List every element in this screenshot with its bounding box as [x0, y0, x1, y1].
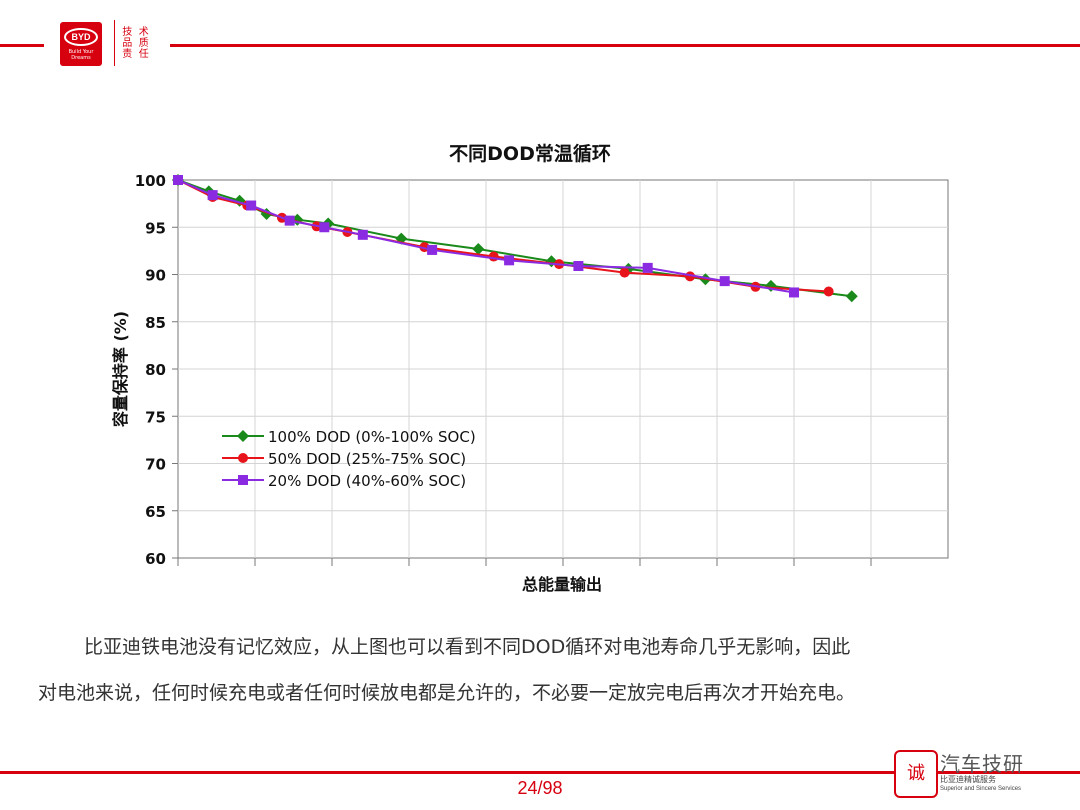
legend: 100% DOD (0%-100% SOC) 50% DOD (25%-75% S… [222, 428, 476, 490]
legend-label: 20% DOD (40%-60% SOC) [268, 472, 466, 490]
data-point [472, 242, 485, 255]
data-point [357, 229, 368, 240]
motto-char: 品 [122, 37, 133, 49]
data-point [237, 430, 249, 442]
y-axis-ticks: 100 95 90 85 80 75 70 65 60 [135, 172, 178, 568]
data-point [488, 251, 499, 262]
page-number: 24/98 [517, 778, 563, 798]
y-tick-label: 95 [145, 219, 166, 237]
x-axis-label: 总能量输出 [522, 575, 602, 594]
motto-char: 质 [138, 37, 149, 49]
byd-logo-tagline: Build Your Dreams [68, 49, 94, 61]
series-line [177, 179, 795, 294]
data-point [319, 222, 330, 233]
byd-logo-text: BYD [64, 28, 98, 46]
motto-char: 任 [138, 48, 149, 60]
data-point [238, 453, 248, 463]
y-tick-label: 85 [145, 314, 166, 332]
data-point [719, 276, 730, 287]
y-tick-label: 100 [135, 172, 166, 190]
data-point [789, 287, 799, 298]
description-line-2: 对电池来说，任何时候充电或者任何时候放电都是允许的，不必要一定放完电后再次才开始… [38, 682, 856, 704]
motto-char: 术 [138, 26, 149, 38]
y-tick-label: 90 [145, 267, 166, 285]
motto-char: 责 [122, 48, 133, 60]
watermark-subtitle-en: Superior and Sincere Services [940, 786, 1022, 792]
legend-label: 100% DOD (0%-100% SOC) [268, 428, 476, 446]
data-point [173, 175, 183, 185]
header-rule-right [170, 44, 1080, 47]
series-layer [172, 174, 858, 303]
y-tick-label: 70 [145, 456, 166, 474]
data-point [619, 267, 630, 278]
watermark-seal-icon: 诚 [894, 750, 938, 798]
y-tick-label: 80 [145, 361, 166, 379]
byd-logo: BYD Build Your Dreams [60, 22, 102, 66]
grid-lines [177, 180, 948, 566]
watermark-title: 汽车技研 [940, 752, 1024, 776]
y-axis-label: 容量保持率 (%) [111, 311, 130, 428]
motto-seal: 技 术 品 质 责 任 [114, 20, 156, 66]
data-point [823, 286, 834, 297]
data-point [284, 215, 295, 226]
data-point [207, 190, 218, 201]
data-point [642, 262, 653, 273]
y-tick-label: 75 [145, 408, 166, 426]
chart-title: 不同DOD常温循环 [449, 142, 611, 165]
description-line-1: 比亚迪铁电池没有记忆效应，从上图也可以看到不同DOD循环对电池寿命几乎无影响，因… [84, 636, 851, 658]
header-rule-left [0, 44, 44, 47]
motto-char: 技 [122, 26, 133, 38]
data-point [238, 475, 248, 485]
watermark: 诚 汽车技研 比亚迪精诚服务 Superior and Sincere Serv… [888, 744, 1068, 800]
watermark-subtitle: 比亚迪精诚服务 [940, 775, 996, 784]
legend-label: 50% DOD (25%-75% SOC) [268, 450, 466, 468]
y-tick-label: 60 [145, 550, 166, 568]
data-point [845, 290, 858, 303]
data-point [504, 255, 515, 266]
series-square [173, 175, 799, 298]
data-point [573, 260, 584, 271]
footer-rule [0, 771, 1080, 774]
y-tick-label: 65 [145, 503, 166, 521]
data-point [246, 200, 257, 211]
data-point [427, 244, 438, 255]
